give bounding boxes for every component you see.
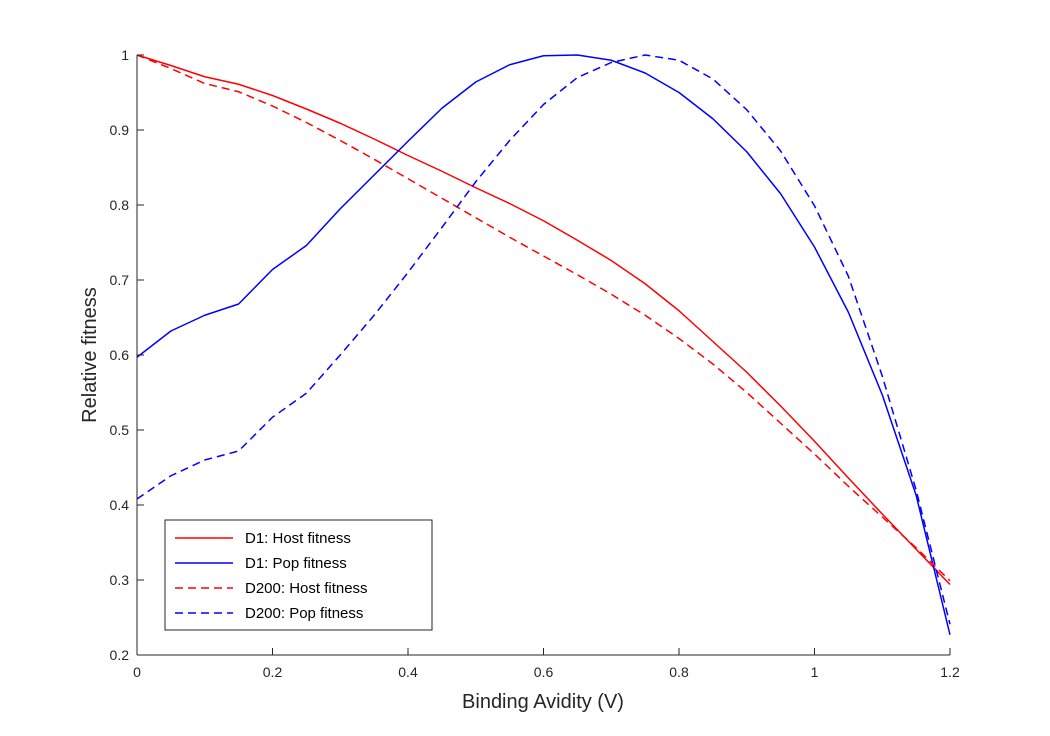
x-tick-label: 0.8 xyxy=(669,664,689,680)
y-tick-label: 0.2 xyxy=(110,647,130,663)
legend-label-2: D1: Pop fitness xyxy=(245,555,347,572)
y-tick-label: 1 xyxy=(121,47,129,63)
x-tick-label: 0 xyxy=(133,664,141,680)
x-tick-label: 0.6 xyxy=(534,664,554,680)
y-tick-label: 0.8 xyxy=(110,197,130,213)
x-axis-label: Binding Avidity (V) xyxy=(462,691,624,713)
y-axis-label: Relative fitness xyxy=(79,287,101,423)
series-line-3 xyxy=(136,54,951,582)
x-tick-label: 0.4 xyxy=(398,664,418,680)
x-tick-label: 1 xyxy=(811,664,819,680)
y-tick-label: 0.9 xyxy=(110,122,130,138)
y-tick-label: 0.3 xyxy=(110,572,130,588)
legend: D1: Host fitness D1: Pop fitness D200: Hos… xyxy=(164,519,433,631)
series-line-1 xyxy=(136,54,951,586)
y-tick-label: 0.4 xyxy=(110,497,130,513)
x-tick-label: 1.2 xyxy=(940,664,960,680)
legend-label-3: D200: Host fitness xyxy=(245,580,368,597)
series-layer xyxy=(136,54,951,635)
legend-label-1: D1: Host fitness xyxy=(245,530,351,547)
series-line-2 xyxy=(136,54,951,635)
y-axis-ticks: 0.2 0.3 0.4 0.5 0.6 0.7 0.8 0.9 1 xyxy=(110,47,144,663)
legend-label-4: D200: Pop fitness xyxy=(245,605,363,622)
x-axis-ticks: 0 0.2 0.4 0.6 0.8 1 1.2 xyxy=(133,648,960,680)
y-tick-label: 0.7 xyxy=(110,272,130,288)
x-tick-label: 0.2 xyxy=(263,664,283,680)
series-line-4 xyxy=(136,54,951,625)
y-tick-label: 0.6 xyxy=(110,347,130,363)
y-tick-label: 0.5 xyxy=(110,422,130,438)
